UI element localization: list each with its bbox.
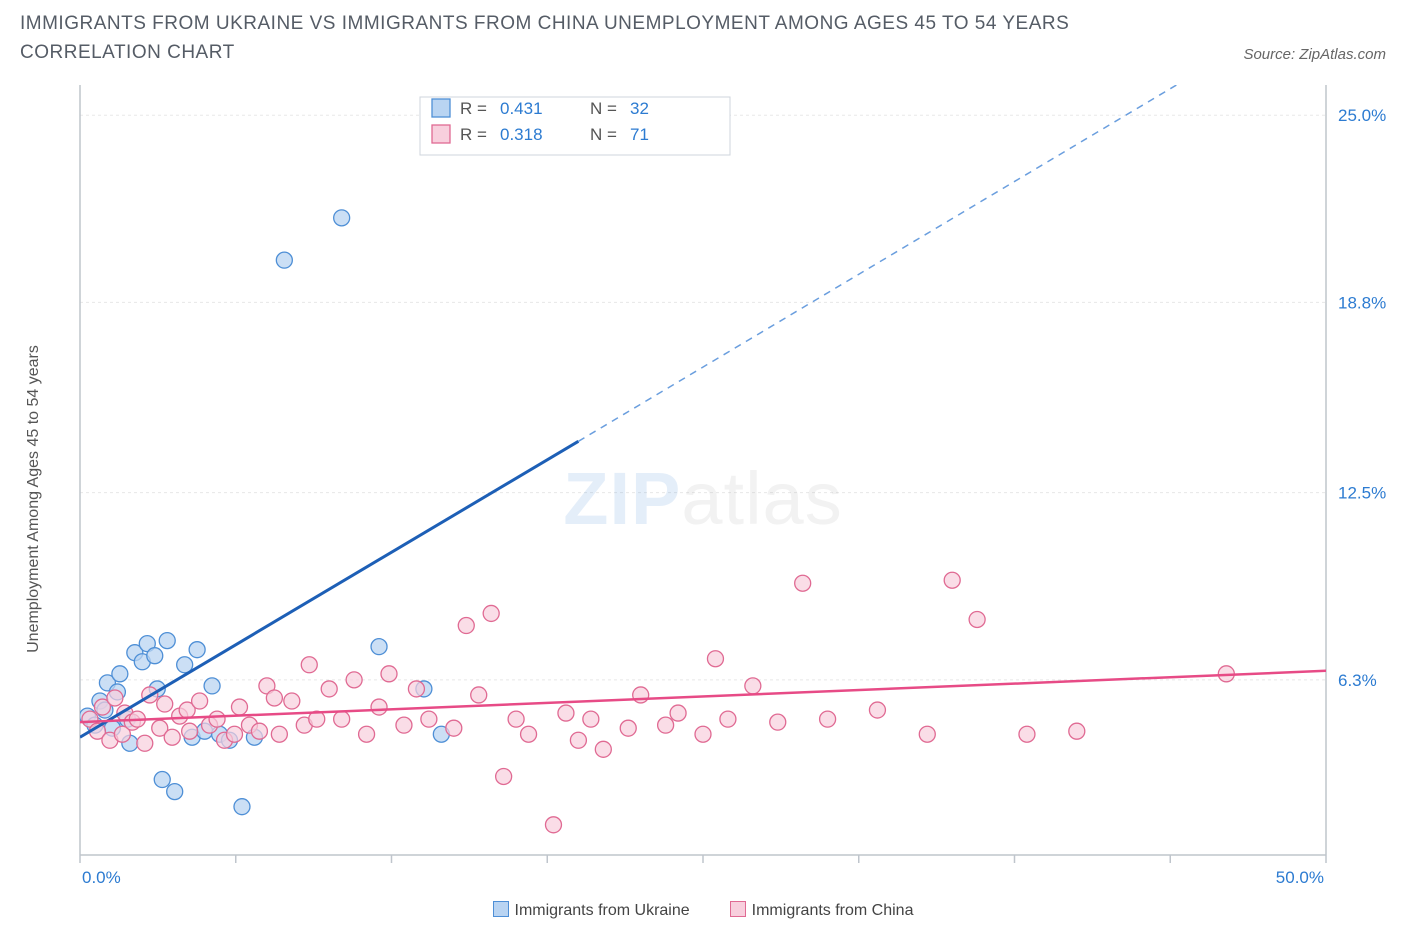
svg-text:12.5%: 12.5% <box>1338 484 1386 503</box>
svg-text:R =: R = <box>460 125 487 144</box>
svg-text:32: 32 <box>630 99 649 118</box>
svg-text:0.0%: 0.0% <box>82 868 121 887</box>
svg-text:0.431: 0.431 <box>500 99 543 118</box>
svg-text:6.3%: 6.3% <box>1338 671 1377 690</box>
svg-text:50.0%: 50.0% <box>1276 868 1324 887</box>
svg-text:N =: N = <box>590 99 617 118</box>
svg-text:25.0%: 25.0% <box>1338 106 1386 125</box>
svg-text:18.8%: 18.8% <box>1338 293 1386 312</box>
svg-text:N =: N = <box>590 125 617 144</box>
scatter-chart: 0.0% 50.0% 6.3% 12.5% 18.8% 25.0% R = 0.431 N = 3… <box>20 75 1386 905</box>
y-axis-label: Unemployment Among Ages 45 to 54 years <box>25 345 43 653</box>
chart-title: IMMIGRANTS FROM UKRAINE VS IMMIGRANTS FR… <box>20 10 1120 67</box>
svg-text:0.318: 0.318 <box>500 125 543 144</box>
source-label: Source: ZipAtlas.com <box>1243 46 1386 63</box>
svg-text:71: 71 <box>630 125 649 144</box>
svg-text:R =: R = <box>460 99 487 118</box>
